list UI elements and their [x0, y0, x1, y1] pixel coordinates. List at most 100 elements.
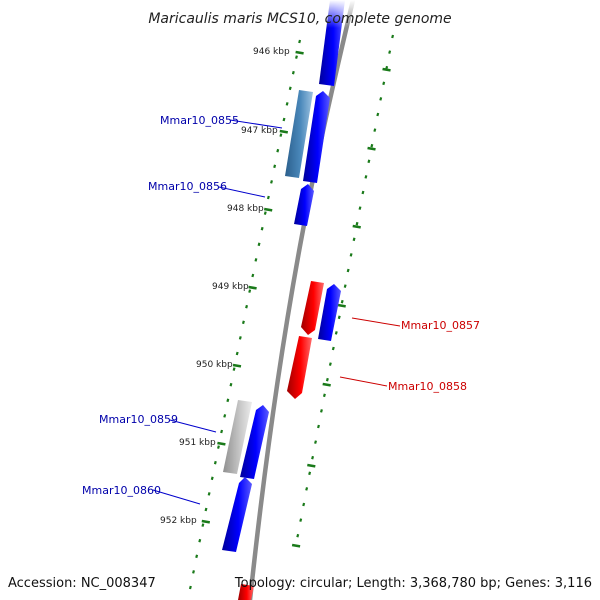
major-tick [279, 129, 289, 134]
gene-label-mmar10-0860[interactable]: Mmar10_0860 [82, 484, 161, 497]
tick-dot [376, 112, 380, 117]
tick-dot [346, 268, 350, 273]
gene-arrow-mmar10-0859-pseudo[interactable] [223, 400, 252, 474]
tick-dot [217, 445, 220, 449]
gene-arrow-mmar10-0857[interactable] [318, 284, 341, 341]
tick-dot [192, 570, 195, 574]
major-tick [232, 363, 242, 368]
tick-dot [238, 336, 242, 340]
tick-dot [295, 55, 298, 59]
tick-dot [296, 533, 300, 538]
tick-dot [241, 320, 245, 325]
tick-dot [314, 440, 317, 444]
tick-label-949: 949 kbp [212, 282, 249, 292]
tick-label-950: 950 kbp [196, 360, 233, 370]
map-title: Maricaulis maris MCS10, complete genome [148, 11, 451, 27]
tick-dot [188, 585, 192, 590]
leader-line-mmar10-0855 [229, 119, 283, 129]
tick-dot [226, 398, 230, 403]
gene-label-mmar10-0857[interactable]: Mmar10_0857 [401, 319, 480, 332]
tick-dot [367, 159, 371, 164]
tick-dot [260, 226, 264, 231]
gene-label-mmar10-0855[interactable]: Mmar10_0855 [160, 114, 239, 127]
tick-dot [311, 455, 315, 460]
gene-label-mmar10-0859[interactable]: Mmar10_0859 [99, 413, 178, 426]
tick-dot [254, 258, 258, 262]
tick-dot [210, 476, 214, 481]
gene-label-mmar10-0856[interactable]: Mmar10_0856 [148, 180, 227, 193]
tick-dot [302, 502, 306, 507]
gene-arrow-mmar10-0855-cds[interactable] [285, 90, 313, 178]
gene-arrow[interactable] [238, 584, 254, 600]
major-tick [322, 382, 331, 387]
tick-dot [276, 148, 280, 153]
leader-line-mmar10-0860 [152, 489, 201, 505]
gene-arrow-mmar10-0856[interactable] [294, 184, 314, 226]
tick-dot [337, 315, 341, 320]
tick-dot [391, 34, 395, 39]
tick-dot [279, 133, 283, 137]
major-tick [307, 463, 316, 468]
gene-label-mmar10-0858[interactable]: Mmar10_0858 [388, 380, 467, 393]
tick-dot [285, 102, 289, 106]
major-tick [291, 543, 301, 548]
tick-dot [245, 304, 249, 309]
tick-dot [370, 143, 374, 148]
tick-dot [266, 195, 270, 200]
tick-dot [328, 362, 332, 366]
leader-line-mmar10-0857 [351, 317, 401, 327]
tick-dot [213, 460, 217, 465]
tick-dot [340, 299, 344, 304]
tick-dot [298, 39, 302, 44]
tick-dot [204, 507, 208, 512]
tick-dot [343, 284, 347, 288]
tick-dot [349, 253, 353, 257]
tick-dot [220, 429, 224, 434]
tick-dot [207, 492, 211, 496]
major-tick [382, 67, 391, 72]
tick-dot [232, 367, 236, 371]
tick-dot [251, 273, 255, 278]
tick-label-947: 947 kbp [241, 126, 278, 136]
tick-dot [331, 346, 335, 351]
outer-tick-track [296, 34, 395, 538]
genome-backbone [247, 0, 356, 600]
gene-arrow-mmar10-0859[interactable] [240, 405, 269, 479]
tick-dot [198, 538, 202, 543]
tick-label-952: 952 kbp [160, 516, 197, 526]
gene-arrow-mmar10-0860[interactable] [222, 477, 252, 552]
gene-features [222, 0, 345, 600]
topology-text: Topology: circular; Length: 3,368,780 bp… [234, 576, 592, 591]
tick-dot [305, 487, 309, 491]
tick-dot [257, 242, 261, 247]
tick-dot [223, 414, 227, 418]
tick-dot [270, 180, 273, 184]
gene-arrow-mmar10-0858[interactable] [287, 336, 312, 399]
tick-dot [291, 70, 295, 75]
inner-tick-track [188, 39, 302, 590]
leader-line-mmar10-0859 [169, 419, 217, 433]
tick-label-951: 951 kbp [179, 438, 216, 448]
tick-dot [322, 393, 326, 398]
tick-dot [195, 554, 199, 559]
tick-labels: 946 kbp 947 kbp 948 kbp 949 kbp 950 kbp … [160, 47, 290, 526]
major-tick [263, 207, 273, 212]
tick-dot [263, 211, 267, 215]
tick-label-946: 946 kbp [253, 47, 290, 57]
tick-dot [317, 424, 320, 429]
accession-text: Accession: NC_008347 [8, 576, 156, 591]
tick-dot [201, 523, 205, 527]
leader-line-mmar10-0856 [218, 186, 266, 198]
top-fade [0, 0, 600, 28]
major-tick [201, 519, 211, 524]
tick-dot [361, 190, 365, 195]
tick-dot [334, 331, 338, 335]
leader-line-mmar10-0858 [339, 376, 388, 387]
tick-dot [382, 81, 386, 86]
tick-dot [248, 289, 252, 293]
major-tick [337, 303, 346, 308]
gene-arrow-mmar10-0855[interactable] [303, 91, 330, 183]
major-tick [248, 285, 257, 290]
tick-dot [282, 117, 286, 122]
gene-arrow-mmar10-0857-rev[interactable] [301, 281, 324, 335]
